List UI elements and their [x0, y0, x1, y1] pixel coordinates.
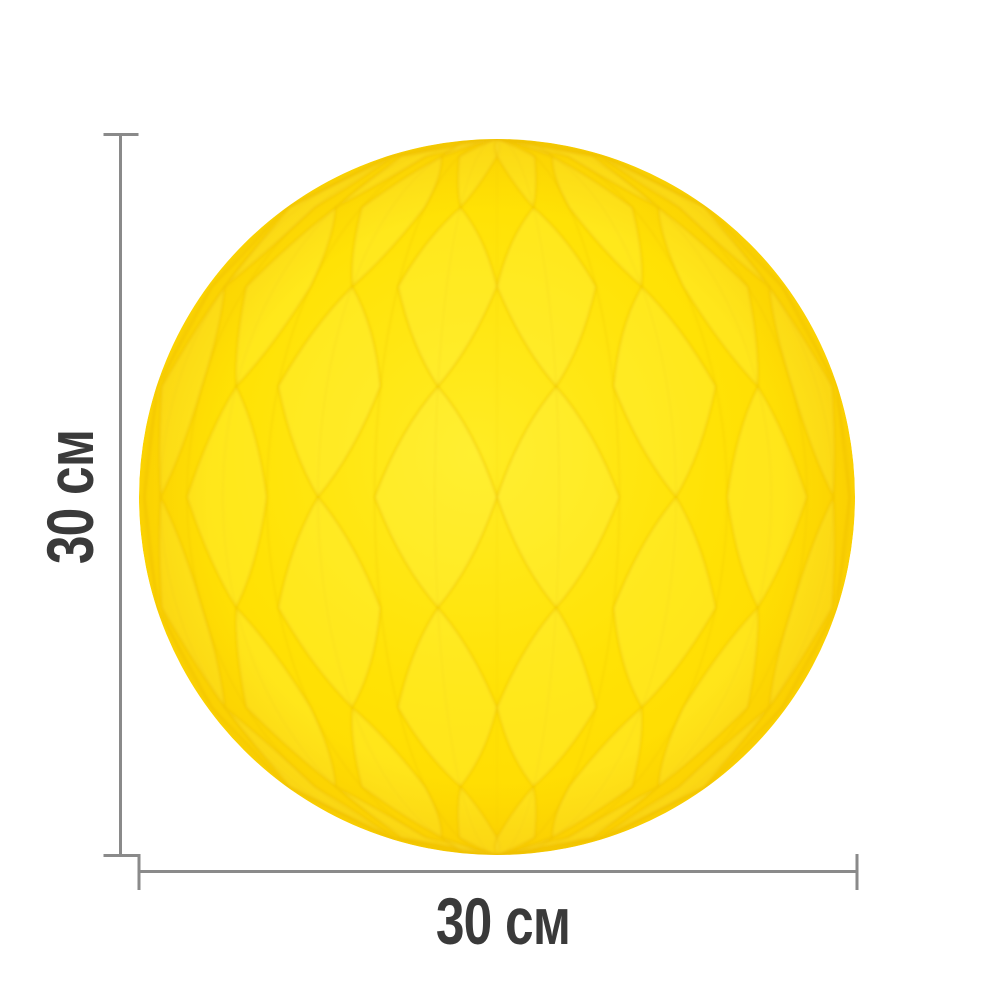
height-dimension-label: 30 см — [33, 430, 108, 564]
dimension-lines — [103, 133, 859, 890]
width-dimension-label: 30 см — [436, 884, 570, 959]
dimension-labels: 30 см 30 см — [33, 430, 571, 959]
honeycomb-ball — [139, 139, 855, 855]
